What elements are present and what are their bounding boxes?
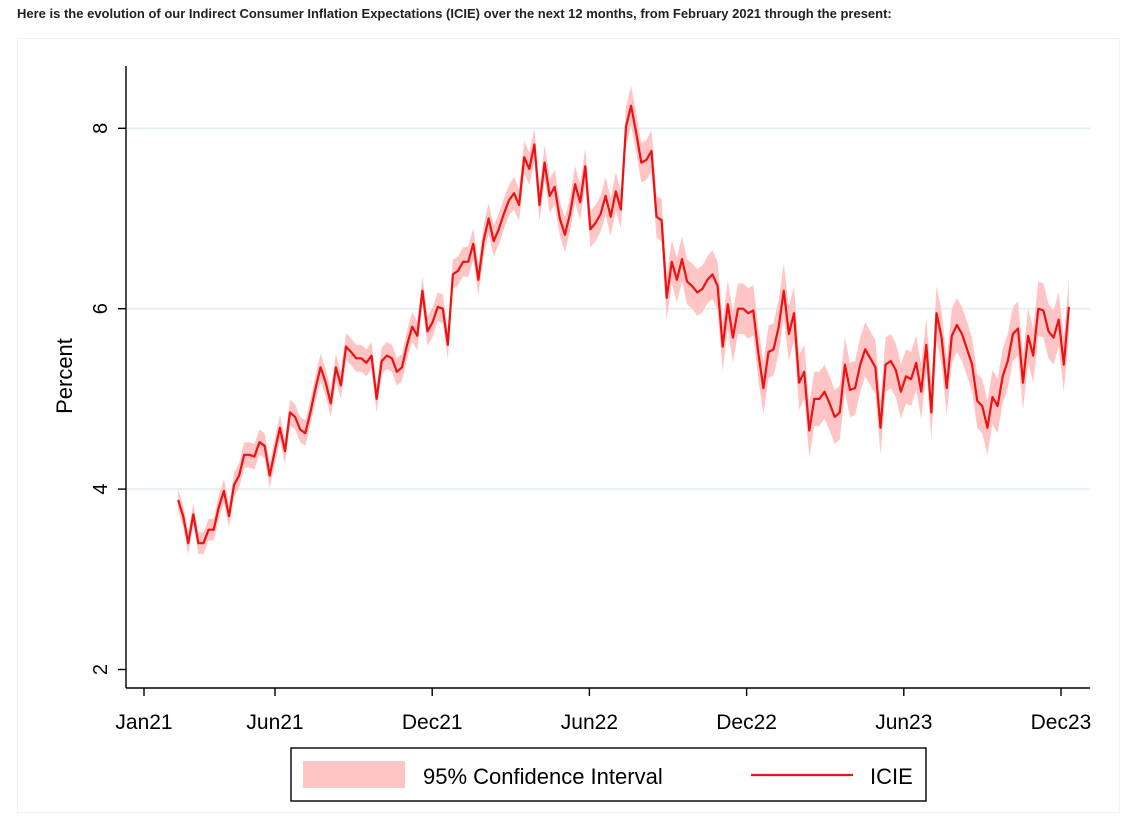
grid-lines bbox=[127, 127, 1090, 490]
x-tick-label: Dec23 bbox=[1031, 711, 1092, 734]
intro-text: Here is the evolution of our Indirect Co… bbox=[17, 6, 892, 21]
x-tick-label: Jun21 bbox=[246, 711, 303, 734]
x-tick-label: Jan21 bbox=[115, 711, 172, 734]
x-ticks: Jan21Jun21Dec21Jun22Dec22Jun23Dec23Jun24 bbox=[115, 688, 1092, 734]
y-tick-label: 8 bbox=[90, 123, 112, 134]
y-axis-label: Percent bbox=[52, 338, 77, 414]
y-ticks: 2 4 6 8 bbox=[90, 123, 126, 675]
axes bbox=[125, 66, 1090, 689]
y-tick-label: 6 bbox=[90, 303, 112, 314]
y-tick-label: 2 bbox=[90, 664, 112, 675]
x-tick-label: Dec22 bbox=[716, 711, 777, 734]
legend: 95% Confidence Interval ICIE bbox=[290, 747, 927, 802]
x-tick-label: Jun23 bbox=[875, 711, 932, 734]
icie-line bbox=[177, 104, 1070, 545]
y-tick-label: 4 bbox=[90, 484, 112, 495]
x-tick-label: Dec21 bbox=[402, 711, 463, 734]
x-tick-label: Jun22 bbox=[561, 711, 618, 734]
legend-line-label: ICIE bbox=[870, 764, 913, 789]
legend-ci-swatch bbox=[303, 761, 405, 788]
chart-card bbox=[17, 38, 1120, 813]
legend-ci-label: 95% Confidence Interval bbox=[423, 764, 663, 789]
